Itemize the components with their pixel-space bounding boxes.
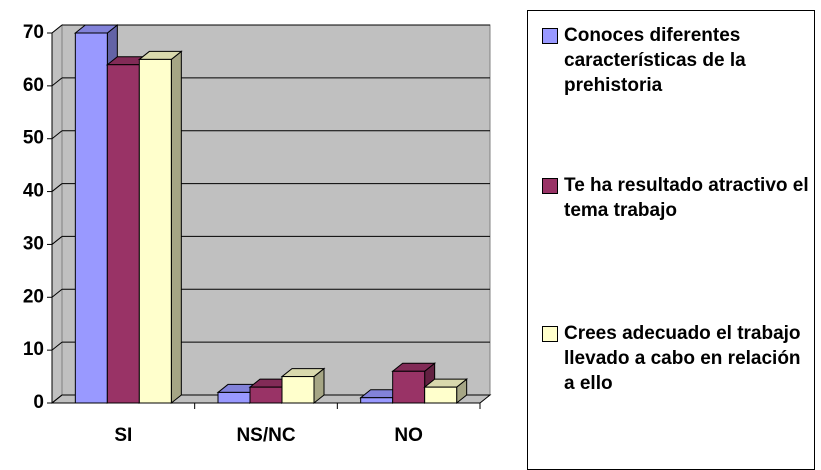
bar xyxy=(423,378,469,405)
bar xyxy=(280,367,326,405)
bar-side xyxy=(170,50,182,405)
legend-item: Crees adecuado el trabajo llevado a cabo… xyxy=(542,321,812,396)
y-tick-label: 70 xyxy=(23,22,44,43)
grid-line xyxy=(51,77,63,87)
bar-front xyxy=(392,370,426,404)
legend-item: Conoces diferentes características de la… xyxy=(542,23,812,98)
grid-line xyxy=(51,24,63,34)
y-tick-label: 0 xyxy=(33,392,44,413)
legend-swatch xyxy=(542,326,558,342)
grid-line xyxy=(51,236,63,245)
legend-label: Te ha resultado atractivo el tema trabaj… xyxy=(564,175,809,221)
bar-front xyxy=(74,32,108,404)
grid-line xyxy=(51,288,63,298)
y-tick-label: 60 xyxy=(23,75,44,96)
legend: Conoces diferentes características de la… xyxy=(527,10,815,470)
legend-label: Conoces diferentes características de la… xyxy=(564,25,746,96)
bar-front xyxy=(217,391,251,404)
y-tick-label: 50 xyxy=(23,128,44,149)
bar-front xyxy=(138,58,172,404)
x-tick-label: NS/NC xyxy=(236,425,295,446)
grid-line xyxy=(51,130,63,140)
y-tick-label: 20 xyxy=(23,286,44,307)
bar-front xyxy=(281,376,315,404)
y-tick-label: 10 xyxy=(23,339,44,360)
grid-line xyxy=(51,341,63,351)
chart: 0 10 20 30 40 50 60 70 SI NS/NC NO xyxy=(23,22,492,446)
legend-item: Te ha resultado atractivo el tema trabaj… xyxy=(542,173,812,223)
bar xyxy=(137,50,183,405)
y-tick-label: 40 xyxy=(23,181,44,202)
legend-swatch xyxy=(542,28,558,44)
bar-front xyxy=(249,386,283,404)
bar-front xyxy=(360,397,394,404)
bar-front xyxy=(424,386,458,404)
x-tick-label: SI xyxy=(114,425,132,446)
bar-front xyxy=(106,64,140,404)
grid-line xyxy=(51,183,63,192)
legend-label: Crees adecuado el trabajo llevado a cabo… xyxy=(564,323,801,394)
x-tick-label: NO xyxy=(394,425,423,446)
y-tick-label: 30 xyxy=(23,233,44,254)
legend-swatch xyxy=(542,178,558,194)
page: 0 10 20 30 40 50 60 70 SI NS/NC NO Conoces diferen… xyxy=(22,10,815,470)
grid-line xyxy=(51,394,63,404)
